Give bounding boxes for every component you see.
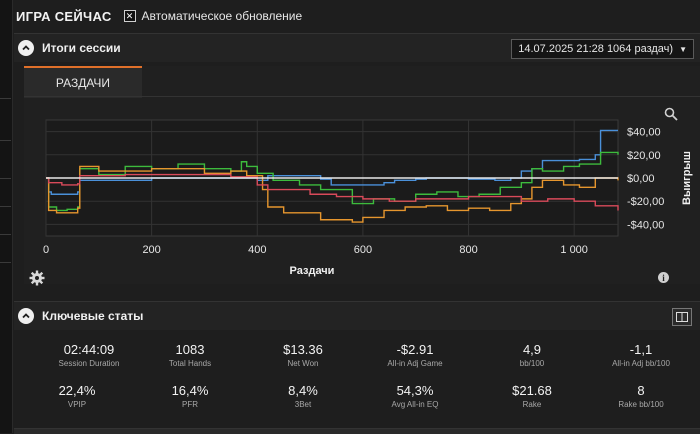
stat-total-hands: 1083 Total Hands — [135, 342, 245, 368]
stat-label: Avg All-in EQ — [391, 400, 439, 409]
stat-label: VPIP — [67, 400, 87, 409]
stat-label: Session Duration — [58, 359, 120, 368]
stat-label: Rake bb/100 — [618, 400, 664, 409]
info-icon[interactable]: i — [658, 272, 669, 283]
stat-value: -1,1 — [629, 342, 653, 357]
series-line — [46, 165, 619, 223]
x-tick-label: 1 000 — [560, 244, 588, 256]
stat-vpip: 22,4% VPIP — [22, 383, 132, 409]
x-tick-label: 800 — [459, 244, 477, 256]
key-stats-grid: 02:44:09 Session Duration 1083 Total Hands… — [14, 330, 700, 433]
stat-net-won: $13.36 Net Won — [248, 342, 358, 368]
stat-all-in-adj-bb100: -1,1 All-in Adj bb/100 — [586, 342, 696, 368]
x-tick-label: 0 — [43, 244, 49, 256]
live-game-title: ИГРА СЕЙЧАС — [16, 8, 112, 24]
stat-bb100: 4,9 bb/100 — [477, 342, 587, 368]
rail-divider — [0, 178, 11, 179]
stat-value: 16,4% — [171, 383, 209, 398]
stat-value: 1083 — [175, 342, 205, 357]
stat-value: 8,4% — [288, 383, 318, 398]
x-tick-label: 200 — [142, 244, 160, 256]
y-tick-label: -$40,00 — [627, 219, 664, 231]
session-summary-header: Итоги сессии 14.07.2025 21:28 1064 разда… — [14, 33, 700, 62]
stat-label: PFR — [182, 400, 198, 409]
stat-label: 3Bet — [294, 400, 312, 409]
layout-icon[interactable] — [672, 308, 692, 326]
rail-divider — [0, 140, 11, 141]
auto-update-label[interactable]: Автоматическое обновление — [141, 9, 303, 23]
chevron-up-icon[interactable] — [18, 308, 34, 324]
chevron-up-icon[interactable] — [18, 40, 34, 56]
stat-label: Net Won — [287, 359, 319, 368]
stat-value: 8 — [637, 383, 645, 398]
next-section-edge — [14, 428, 700, 434]
stat-label: All-in Adj Game — [387, 359, 443, 368]
session-summary-title: Итоги сессии — [42, 41, 121, 55]
stat-label: Total Hands — [168, 359, 212, 368]
x-tick-label: 600 — [354, 244, 372, 256]
session-select[interactable]: 14.07.2025 21:28 1064 раздач) ▼ — [511, 39, 694, 59]
tab-divider — [24, 96, 700, 97]
stat-label: Rake — [522, 400, 542, 409]
y-tick-label: -$20,00 — [627, 196, 664, 208]
rail-divider — [0, 234, 11, 235]
stat-pfr: 16,4% PFR — [135, 383, 245, 409]
gear-icon[interactable] — [28, 269, 46, 287]
series-line — [46, 173, 619, 211]
stat-value: 22,4% — [58, 383, 96, 398]
session-select-value: 14.07.2025 21:28 1064 раздач) — [518, 43, 674, 55]
rail-divider — [0, 206, 11, 207]
stat-session-duration: 02:44:09 Session Duration — [34, 342, 144, 368]
stat-value: $21.68 — [512, 383, 552, 398]
stat-rake-bb100: 8 Rake bb/100 — [586, 383, 696, 409]
winnings-chart: 0 200 400 600 800 1 000 $40,00 $20,00 $0,00 -$20,… — [43, 119, 693, 277]
stat-3bet: 8,4% 3Bet — [248, 383, 358, 409]
stat-value: -$2.91 — [396, 342, 434, 357]
magnifier-icon[interactable] — [664, 107, 678, 126]
stat-label: All-in Adj bb/100 — [612, 359, 670, 368]
chevron-down-icon: ▼ — [679, 44, 687, 54]
x-axis-title: Раздачи — [290, 265, 335, 277]
left-rail — [0, 0, 13, 433]
stat-value: $13.36 — [283, 342, 323, 357]
rail-divider — [0, 98, 11, 99]
key-stats-header: Ключевые статы — [14, 301, 700, 330]
y-tick-label: $40,00 — [627, 127, 661, 139]
stat-all-in-adj-game: -$2.91 All-in Adj Game — [360, 342, 470, 368]
stat-rake: $21.68 Rake — [477, 383, 587, 409]
stat-label: bb/100 — [519, 359, 545, 368]
y-tick-label: $0,00 — [627, 173, 655, 185]
y-tick-label: $20,00 — [627, 150, 661, 162]
key-stats-title: Ключевые статы — [42, 309, 144, 323]
stat-avg-all-in-eq: 54,3% Avg All-in EQ — [360, 383, 470, 409]
auto-update-checkbox[interactable]: ✕ — [123, 10, 136, 22]
stat-value: 4,9 — [522, 342, 542, 357]
tab-hands[interactable]: РАЗДАЧИ — [24, 66, 142, 98]
x-tick-label: 400 — [248, 244, 266, 256]
rail-divider — [0, 262, 11, 263]
stat-value: 02:44:09 — [63, 342, 115, 357]
y-axis-title: Выигрыш — [681, 151, 693, 205]
top-bar: ИГРА СЕЙЧАС ✕ Автоматическое обновление — [14, 0, 700, 32]
stat-value: 54,3% — [396, 383, 434, 398]
